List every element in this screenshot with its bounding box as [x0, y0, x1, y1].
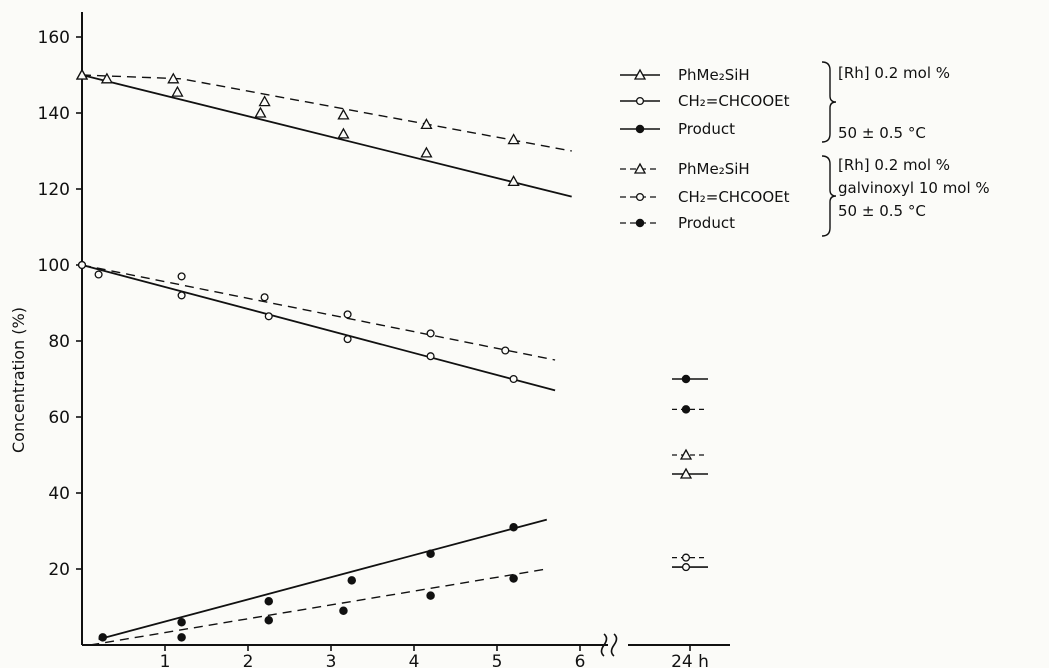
data-point — [339, 606, 348, 616]
legend-condition-text: 50 ± 0.5 °C — [838, 202, 926, 220]
data-point — [501, 346, 510, 355]
data-point — [264, 597, 273, 606]
legend: PhMe₂SiH CH₂=CHCOOEt Product [Rh] 0.2 mol %… — [620, 61, 990, 237]
legend-entry-label: CH₂=CHCOOEt — [678, 188, 790, 206]
data-point — [509, 522, 518, 532]
data-point — [100, 72, 114, 84]
legend-condition-text: galvinoxyl 10 mol % — [838, 179, 990, 197]
x-tick-label: 2 — [243, 652, 254, 668]
data-point — [507, 175, 520, 187]
data-point — [167, 72, 180, 84]
data-point — [426, 591, 435, 600]
data-point — [177, 617, 186, 627]
data-point — [94, 270, 103, 279]
legend-group-brace — [821, 155, 837, 237]
data-point — [426, 352, 435, 361]
data-point — [264, 616, 273, 625]
data-point — [75, 68, 89, 80]
data-point-24h — [681, 553, 691, 562]
data-point — [509, 374, 518, 384]
series-fit-line — [81, 264, 556, 392]
data-point — [254, 106, 267, 118]
data-point — [420, 146, 433, 158]
legend-swatch-marker — [635, 218, 645, 228]
y-tick-label: 40 — [48, 484, 70, 504]
legend-entry-label: PhMe₂SiH — [678, 66, 750, 84]
y-tick-label: 160 — [38, 28, 70, 48]
data-point — [171, 85, 184, 97]
y-tick-label: 60 — [48, 408, 70, 428]
legend-entry-label: PhMe₂SiH — [678, 160, 750, 178]
legend-swatch-marker — [635, 124, 645, 134]
axes — [81, 12, 730, 657]
x-tick-label: 3 — [326, 652, 337, 668]
data-point-24h — [681, 405, 691, 414]
data-point — [177, 291, 186, 300]
data-point-24h — [681, 374, 691, 384]
x-tick-label: 5 — [492, 652, 503, 668]
data-point — [509, 574, 518, 583]
data-point-24h — [679, 448, 693, 460]
series-fit-line — [81, 74, 572, 152]
legend-swatch-marker — [633, 162, 647, 174]
data-point — [177, 272, 186, 281]
y-axis-label: Concentration (%) — [9, 307, 28, 453]
data-point — [77, 260, 87, 270]
series-fit-line — [81, 264, 556, 361]
data-point — [337, 127, 350, 139]
legend-entry-label: Product — [678, 214, 735, 232]
series-fit-line — [81, 74, 572, 198]
legend-condition-text: [Rh] 0.2 mol % — [838, 64, 950, 82]
axis-break-mark — [600, 633, 618, 657]
y-tick-label: 80 — [48, 332, 70, 352]
data-point — [343, 310, 352, 319]
legend-group-brace — [821, 61, 837, 143]
data-point — [337, 108, 350, 120]
data-point — [347, 576, 356, 585]
data-point — [98, 633, 108, 642]
x-tick-label: 6 — [575, 652, 586, 668]
legend-entry-label: CH₂=CHCOOEt — [678, 92, 790, 110]
data-point — [177, 633, 186, 642]
data-point — [507, 133, 520, 145]
legend-swatch-marker — [635, 96, 645, 106]
x-tick-label-24h: 24 h — [671, 652, 709, 668]
y-tick-label: 20 — [48, 560, 70, 580]
y-tick-label: 120 — [38, 180, 70, 200]
x-tick-label: 1 — [160, 652, 171, 668]
legend-entry-label: Product — [678, 120, 735, 138]
data-point — [343, 335, 352, 344]
data-point — [264, 312, 273, 321]
legend-swatch-marker — [635, 192, 645, 202]
legend-condition-text: 50 ± 0.5 °C — [838, 124, 926, 142]
data-point — [260, 293, 269, 302]
data-point — [420, 118, 433, 130]
y-tick-label: 100 — [38, 256, 70, 276]
legend-swatch-marker — [633, 68, 647, 80]
data-point-24h — [679, 467, 693, 479]
data-point — [258, 95, 271, 107]
legend-condition-text: [Rh] 0.2 mol % — [838, 156, 950, 174]
x-tick-label: 4 — [409, 652, 420, 668]
data-point-24h — [681, 563, 691, 572]
data-point — [426, 549, 435, 559]
series-fit-line — [98, 518, 548, 641]
y-tick-label: 140 — [38, 104, 70, 124]
data-point — [426, 329, 435, 338]
series-fit-line — [90, 568, 547, 646]
